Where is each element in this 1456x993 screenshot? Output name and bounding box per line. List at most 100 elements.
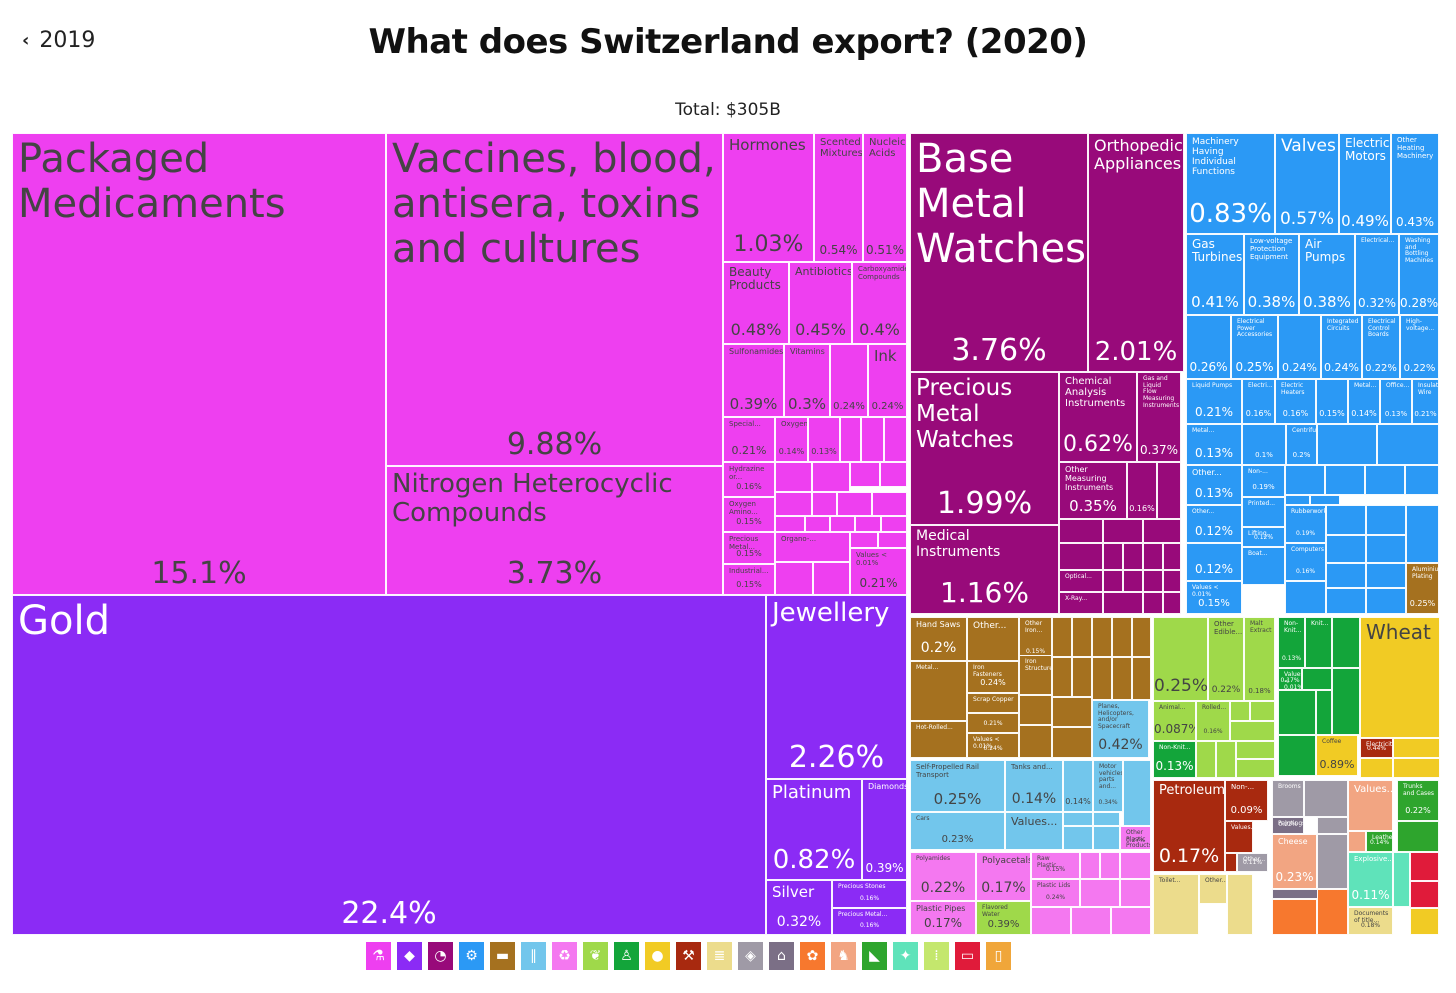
treemap-cell[interactable]: Machinery Having Individual Functions 0.8… xyxy=(1186,133,1275,234)
treemap-minor-cell[interactable] xyxy=(1052,657,1072,697)
cow-icon[interactable]: ♞ xyxy=(831,942,856,970)
treemap-minor-cell[interactable] xyxy=(1080,879,1120,907)
treemap-minor-cell[interactable] xyxy=(872,492,907,516)
treemap-cell[interactable]: Scented Mixtures 0.54% xyxy=(814,133,863,262)
treemap-minor-cell[interactable] xyxy=(1143,543,1163,570)
treemap-cell[interactable]: 0.16% xyxy=(1127,462,1157,519)
treemap-cell[interactable]: Low-voltage Protection Equipment 0.38% xyxy=(1244,234,1299,315)
treemap-minor-cell[interactable] xyxy=(1123,543,1143,570)
treemap-minor-cell[interactable] xyxy=(1317,817,1348,834)
treemap-minor-cell[interactable] xyxy=(884,417,907,462)
treemap-cell[interactable]: Organo-... xyxy=(775,532,850,562)
treemap-minor-cell[interactable] xyxy=(1332,668,1360,735)
treemap-minor-cell[interactable] xyxy=(1366,535,1406,563)
treemap-cell[interactable]: Scrap Copper xyxy=(967,693,1019,713)
treemap-cell[interactable]: Base Metal Watches 3.76% xyxy=(910,133,1088,372)
back-year-button[interactable]: ‹ 2019 xyxy=(22,28,95,53)
treemap-cell[interactable]: Planes, Helicopters, and/or Spacecraft 0.… xyxy=(1092,700,1149,758)
treemap-minor-cell[interactable] xyxy=(1112,657,1132,700)
treemap-cell[interactable]: Nucleic Acids 0.51% xyxy=(863,133,907,262)
treemap-cell[interactable]: Jewellery 2.26% xyxy=(766,595,907,779)
treemap-minor-cell[interactable] xyxy=(1071,907,1111,935)
treemap-minor-cell[interactable] xyxy=(775,492,812,516)
treemap-cell[interactable]: Diamonds 0.39% xyxy=(862,779,907,880)
treemap-minor-cell[interactable] xyxy=(1317,889,1348,935)
treemap-cell[interactable]: Hand Saws 0.2% xyxy=(910,617,967,661)
flask-icon[interactable]: ⚗ xyxy=(366,942,391,970)
treemap-minor-cell[interactable] xyxy=(1285,495,1310,505)
treemap-minor-cell[interactable] xyxy=(1410,852,1439,881)
cube-icon[interactable]: ◈ xyxy=(738,942,763,970)
treemap-cell[interactable]: Precious Metal Watches 1.99% xyxy=(910,372,1059,525)
treemap-minor-cell[interactable] xyxy=(830,516,855,532)
treemap-minor-cell[interactable] xyxy=(1132,657,1151,700)
treemap-cell[interactable]: Values... xyxy=(1225,821,1253,853)
treemap-minor-cell[interactable] xyxy=(1325,465,1365,495)
treemap-minor-cell[interactable] xyxy=(1326,535,1366,563)
treemap-cell[interactable]: Orthopedic Appliances 2.01% xyxy=(1088,133,1184,372)
treemap-minor-cell[interactable] xyxy=(878,532,907,548)
treemap-cell[interactable]: Motor vehicles; parts and... 0.34% xyxy=(1093,760,1123,812)
treemap-cell[interactable]: Coffee 0.89% xyxy=(1316,735,1358,776)
treemap-cell[interactable]: Special... 0.21% xyxy=(723,417,775,462)
treemap-cell[interactable]: Animal... 0.087% xyxy=(1153,701,1196,741)
treemap-cell[interactable]: Values < 0.01% 0.15% xyxy=(1186,581,1242,614)
treemap-minor-cell[interactable] xyxy=(1326,563,1366,588)
treemap-cell[interactable]: Toilet... xyxy=(1153,874,1199,935)
wheat-icon[interactable]: ❦ xyxy=(583,942,608,970)
treemap-minor-cell[interactable] xyxy=(1304,780,1348,817)
treemap-cell[interactable]: Cheese 0.23% xyxy=(1272,834,1317,889)
treemap-cell[interactable]: Gas Turbines 0.41% xyxy=(1186,234,1244,315)
treemap-minor-cell[interactable] xyxy=(1366,563,1406,588)
treemap-cell[interactable]: Explosive... 0.11% xyxy=(1348,852,1393,907)
treemap-cell[interactable]: Flavored Water 0.39% xyxy=(976,901,1031,935)
treemap-cell[interactable]: Boat... xyxy=(1242,547,1285,585)
treemap-cell[interactable]: Other Plastic Products 0.27% xyxy=(1120,826,1151,850)
gear-icon[interactable]: ⚙ xyxy=(459,942,484,970)
treemap-cell[interactable]: Other... 0.12% xyxy=(1186,505,1242,543)
treemap-minor-cell[interactable] xyxy=(881,516,907,532)
treemap-minor-cell[interactable] xyxy=(1316,690,1332,735)
treemap-minor-cell[interactable] xyxy=(1285,465,1325,495)
treemap-cell[interactable]: Electric Motors 0.49% xyxy=(1339,133,1391,234)
treemap-cell[interactable]: Non-... 0.19% xyxy=(1242,465,1285,497)
treemap-cell[interactable]: Values... xyxy=(1348,780,1393,831)
treemap-cell[interactable]: 0.13% xyxy=(808,417,840,462)
treemap-cell[interactable]: Oxygen... 0.14% xyxy=(775,417,808,462)
treemap-minor-cell[interactable] xyxy=(840,417,861,462)
easel-icon[interactable]: ⌂ xyxy=(769,942,794,970)
treemap-cell[interactable]: Plastic Pipes 0.17% xyxy=(910,901,976,935)
treemap-cell[interactable]: Valves 0.57% xyxy=(1275,133,1339,234)
treemap-minor-cell[interactable] xyxy=(1093,826,1120,850)
treemap-minor-cell[interactable] xyxy=(1052,697,1092,727)
treemap-cell[interactable]: Integrated Circuits 0.24% xyxy=(1321,315,1362,379)
treemap-minor-cell[interactable] xyxy=(1227,874,1253,935)
treemap-minor-cell[interactable] xyxy=(850,462,880,487)
treemap-cell[interactable]: 0.24% xyxy=(1278,315,1321,379)
treemap-cell[interactable]: Gold 22.4% xyxy=(12,595,766,935)
treemap-minor-cell[interactable] xyxy=(1393,738,1440,758)
fruit-icon[interactable]: ● xyxy=(645,942,670,970)
treemap-minor-cell[interactable] xyxy=(1072,617,1092,657)
treemap-cell[interactable]: Knit... xyxy=(1305,617,1332,668)
treemap-cell[interactable]: High-voltage... 0.22% xyxy=(1400,315,1439,379)
treemap-cell[interactable]: Values... xyxy=(1005,812,1063,850)
treemap-cell[interactable]: X-Ray... xyxy=(1059,592,1103,614)
treemap-minor-cell[interactable] xyxy=(1143,519,1181,543)
treemap-minor-cell[interactable] xyxy=(837,492,872,516)
treemap-cell[interactable]: Plastic Lids 0.24% xyxy=(1031,879,1080,907)
treemap-minor-cell[interactable] xyxy=(1100,852,1120,879)
treemap-minor-cell[interactable] xyxy=(1250,701,1275,721)
treemap-minor-cell[interactable] xyxy=(1092,617,1112,657)
treemap-cell[interactable]: Hormones 1.03% xyxy=(723,133,814,262)
treemap-cell[interactable]: Insulated Wire 0.21% xyxy=(1412,379,1439,424)
treemap-cell[interactable]: Metal... 0.13% xyxy=(1186,424,1242,465)
treemap-minor-cell[interactable] xyxy=(1377,424,1439,465)
treemap-cell[interactable]: Electrical Power Accessories 0.25% xyxy=(1231,315,1278,379)
treemap-minor-cell[interactable] xyxy=(1052,727,1092,758)
treemap-cell[interactable]: Antibiotics 0.45% xyxy=(789,262,852,344)
treemap-minor-cell[interactable] xyxy=(1332,617,1360,668)
bottles-icon[interactable]: ⁞ xyxy=(924,942,949,970)
treemap-cell[interactable]: Raw Plastic... 0.15% xyxy=(1031,852,1080,879)
shirt-icon[interactable]: ♙ xyxy=(614,942,639,970)
